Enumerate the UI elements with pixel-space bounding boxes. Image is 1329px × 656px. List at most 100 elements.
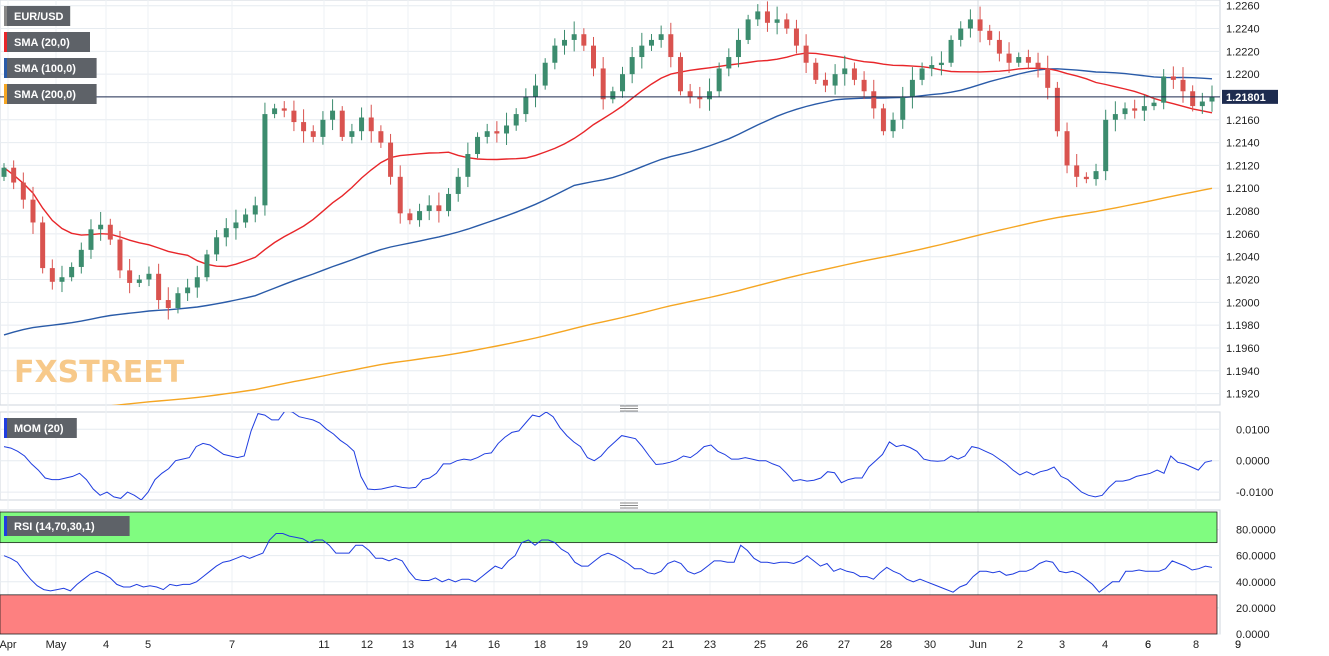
candle [726,48,732,77]
candle [523,88,529,122]
momentum-tick-label: 0.0000 [1236,456,1270,468]
candle [165,287,171,320]
price-pane[interactable] [0,0,1221,406]
candle [146,266,152,287]
candle [1064,122,1070,174]
candle [581,28,587,51]
time-tick-label: 2 [1017,639,1023,651]
candle [49,259,55,290]
candle [610,86,616,104]
candle [204,249,210,282]
watermark-text: FXSTREET [14,355,185,390]
current-price-tag [1222,89,1278,104]
time-tick-label: 20 [619,639,631,651]
candle [706,78,712,111]
time-tick-label: 21 [662,639,674,651]
indicator-legend: EUR/USD SMA (20,0) SMA (100,0) SMA (200,0) M… [4,6,130,536]
candle [1132,99,1138,119]
candle [658,25,664,48]
rsi-tick-label: 60.0000 [1236,551,1276,563]
candle [194,265,200,298]
rsi-axis[interactable]: 80.0000 60.0000 40.0000 20.0000 0.0000 [1236,525,1276,641]
time-tick-label: 3 [1059,639,1065,651]
candle [436,192,442,223]
candle [40,216,46,274]
candle [832,64,838,95]
candle [20,172,26,209]
current-price-line: 1.21801 [0,89,1278,104]
candle [948,35,954,67]
pane-drag-handle-2[interactable] [620,502,638,509]
time-tick-label: 6 [1145,639,1151,651]
time-tick-label: May [46,639,67,651]
candle [900,86,906,129]
candle [291,100,297,132]
candle [542,58,548,90]
rsi-zones [0,511,1218,635]
candle [127,258,133,294]
candle [397,165,403,224]
candle [987,24,993,46]
time-axis[interactable]: Apr May 4 5 67 911 12 13 14 16 18 19 20 21 23 25 26 27 28 3… [0,639,1241,651]
time-tick-label: 18 [534,639,546,651]
candle [310,125,316,143]
candle [591,36,597,77]
legend-tag: RSI (14,70,30,1) [4,516,130,536]
time-tick-label: 26 [796,639,808,651]
candle [1045,55,1051,100]
candle [639,32,645,69]
time-tick-label: Apr [0,639,17,651]
candle [1190,85,1196,112]
candle [1151,98,1157,111]
legend-tag-label: SMA (20,0) [14,37,70,49]
momentum-pane[interactable] [0,411,1221,501]
pane-drag-handle-1[interactable] [620,405,638,412]
candle [1035,52,1041,78]
price-tick-label: 1.1920 [1226,389,1260,401]
current-price-label: 1.21801 [1226,92,1266,104]
candle [388,133,394,185]
time-tick-label: 9 [1235,639,1241,651]
candle [745,14,751,45]
candle [417,203,423,227]
legend-tag: SMA (100,0) [4,58,97,78]
candle [1,163,7,181]
sma-100-path [3,68,1213,336]
time-tick-label: 19 [576,639,588,651]
rsi-tick-label: 0.0000 [1236,629,1270,641]
sma-100-line [3,68,1213,336]
candle [262,102,268,216]
candle [851,62,857,86]
candle [871,79,877,119]
candle [648,33,654,51]
candle [909,67,915,109]
rsi-tick-label: 40.0000 [1236,577,1276,589]
candle [214,229,220,261]
candle [69,262,75,282]
candle [755,4,761,26]
candle [967,9,973,38]
candle [281,101,287,118]
candle [793,19,799,54]
price-axis[interactable]: 1.2260 1.2240 1.2220 1.2200 1.2160 1.2140 1.21… [1226,1,1260,401]
candle [185,278,191,302]
legend-tag-label: EUR/USD [14,11,64,23]
rsi-line [3,533,1213,593]
candle [88,219,94,259]
candle [339,106,345,142]
time-tick-label: 4 [1102,639,1108,651]
time-tick-label: 11 [318,639,329,651]
candle [1093,163,1099,186]
candle [668,22,674,68]
candle [1074,154,1080,188]
time-tick-label: 4 [103,639,109,651]
rsi-oversold-zone [0,594,1218,635]
candle [619,66,625,98]
price-tick-label: 1.2140 [1226,138,1260,150]
candle [1161,69,1167,110]
candle [359,107,365,141]
price-tick-label: 1.1980 [1226,320,1260,332]
momentum-axis[interactable]: 0.0100 0.0000 -0.0100 [1236,424,1273,499]
candle [716,62,722,97]
